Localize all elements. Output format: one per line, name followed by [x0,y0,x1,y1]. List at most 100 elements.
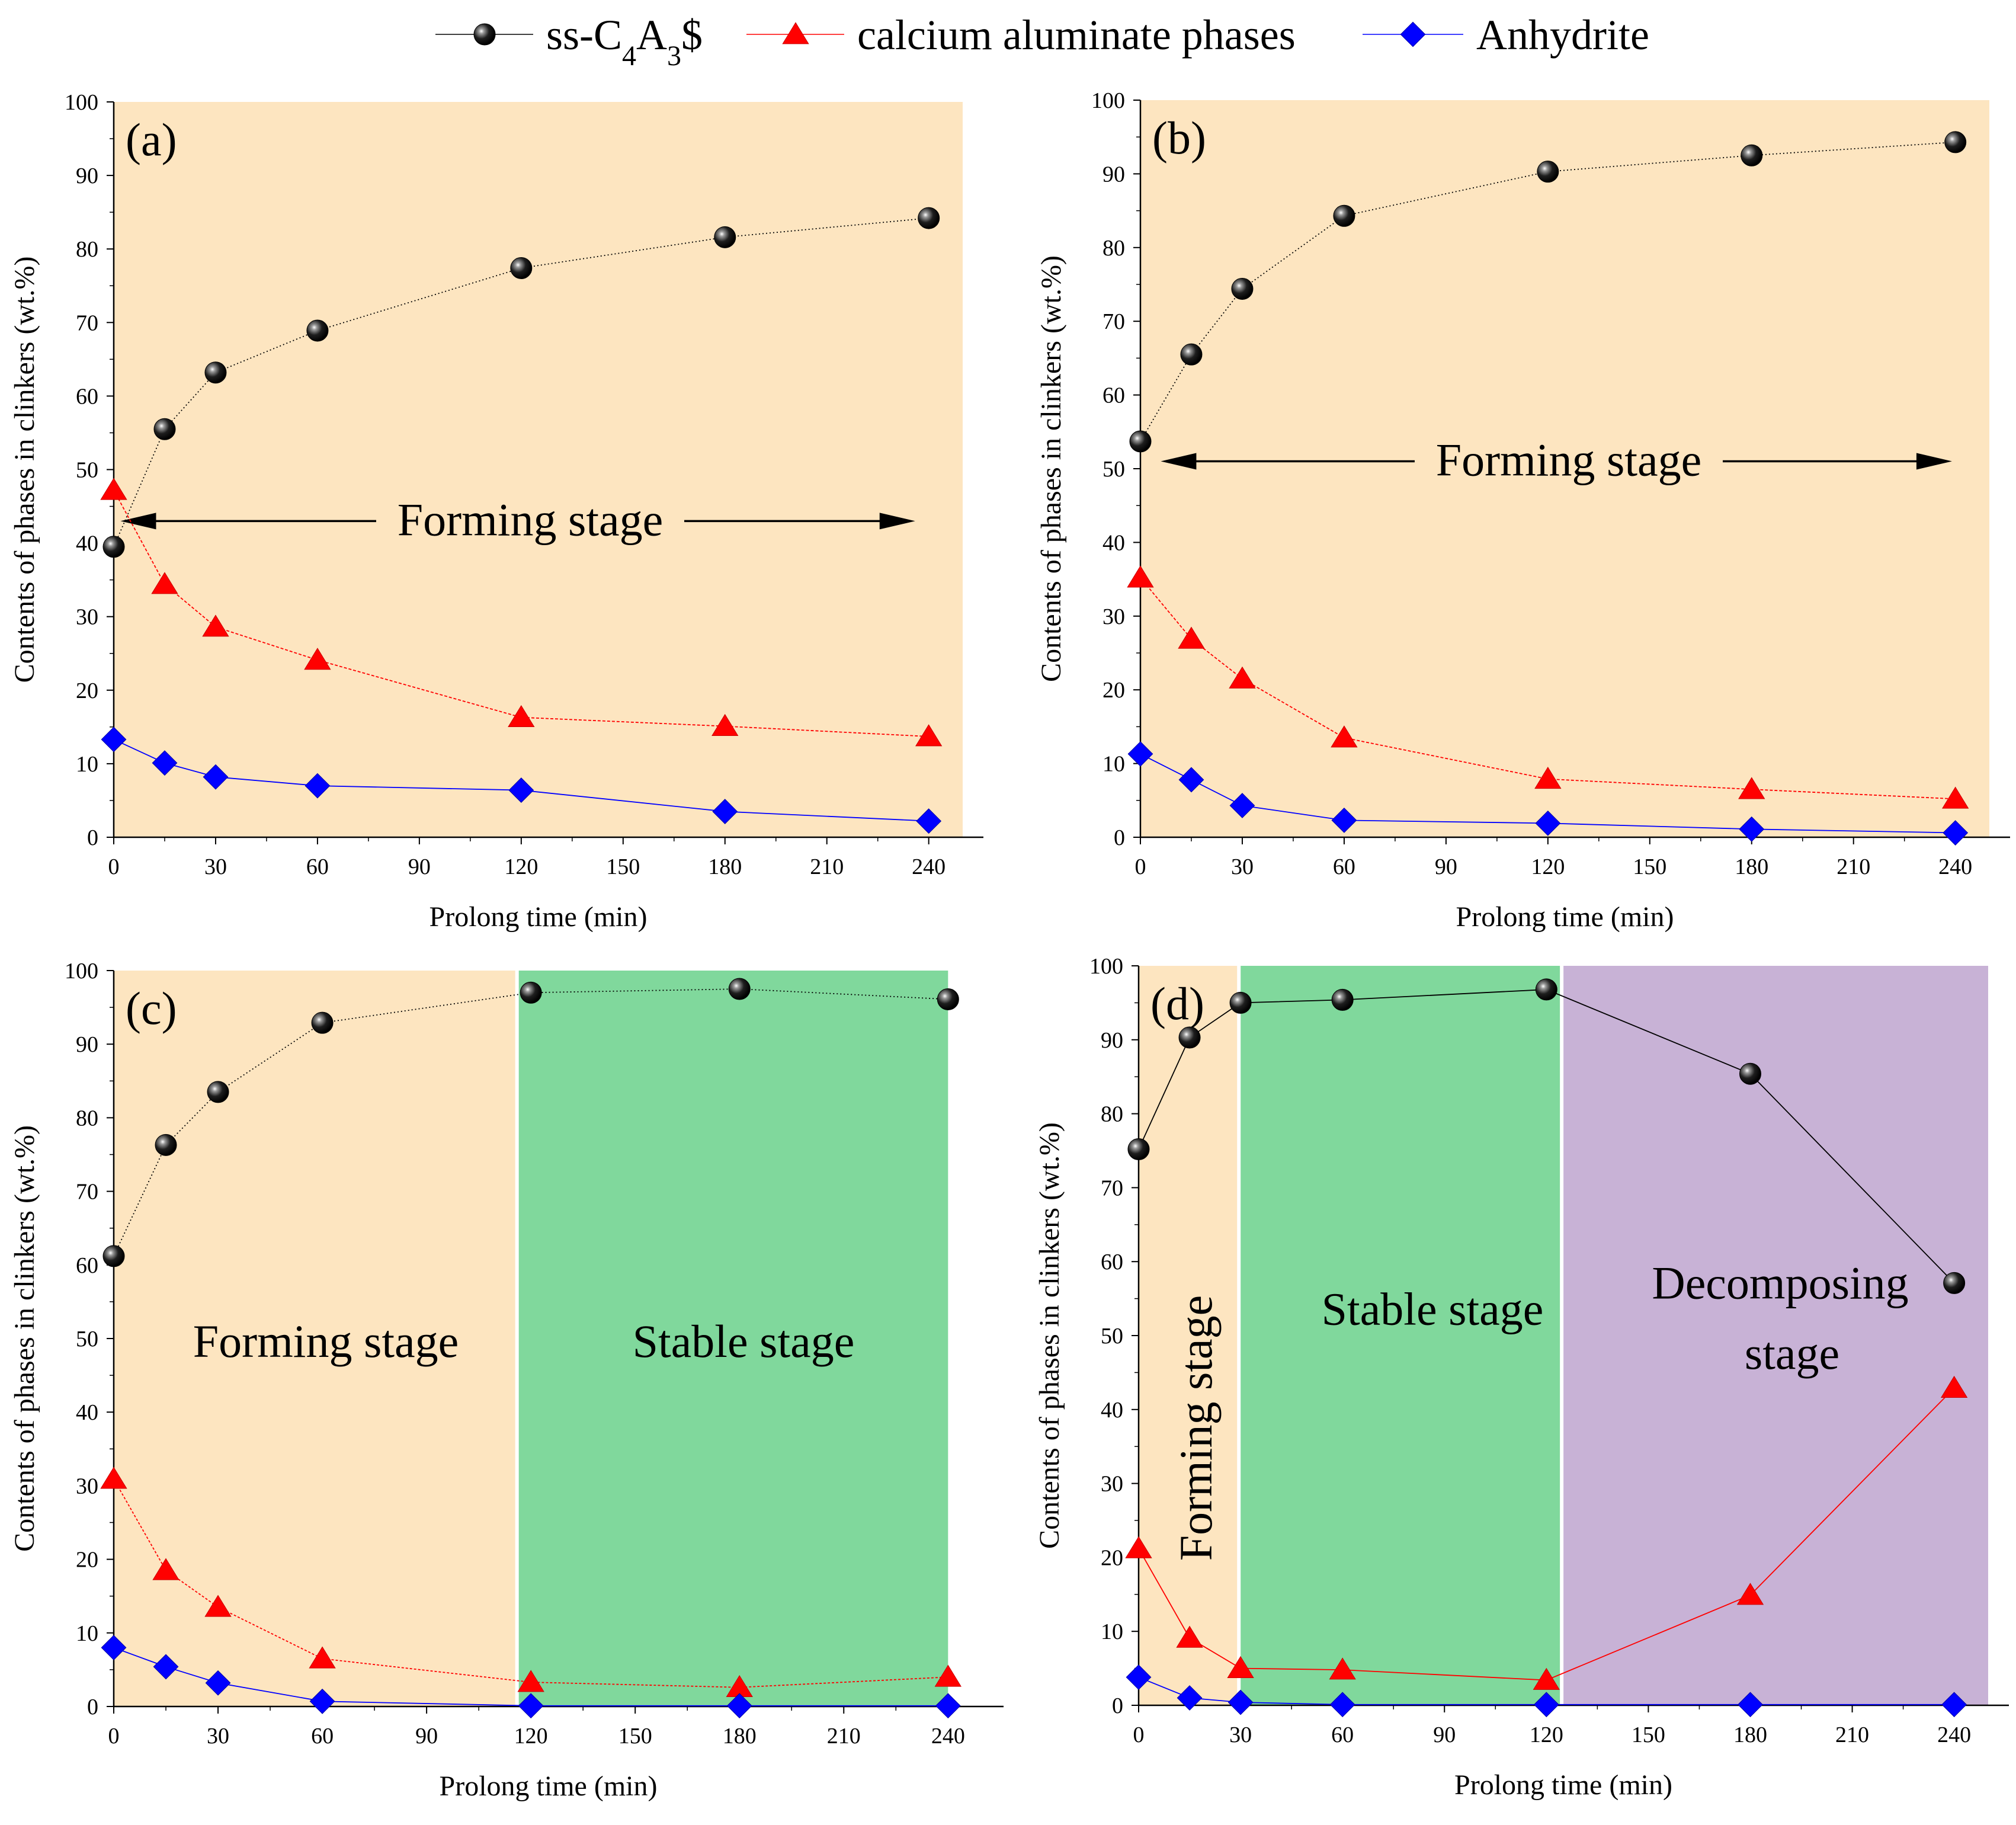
stage-arrow-head [1161,453,1197,470]
data-point [1125,1536,1152,1558]
data-point [304,648,331,670]
data-point [935,1693,961,1719]
stage-background [1140,100,1989,837]
y-tick-label: 70 [76,1180,98,1205]
y-tick-label: 50 [1102,457,1125,482]
x-tick-label: 60 [1333,854,1355,879]
data-point [726,1693,752,1719]
x-tick-label: 90 [408,854,431,879]
y-tick-label: 80 [1101,1102,1123,1127]
data-point [714,226,736,248]
y-tick-label: 30 [76,605,98,630]
x-tick-label: 240 [1938,854,1972,879]
y-tick-label: 50 [1101,1324,1123,1349]
y-tick-label: 100 [65,90,98,115]
y-tick-label: 70 [1102,309,1125,334]
data-point [152,750,178,776]
y-tick-label: 100 [1089,954,1123,979]
data-point [1739,1062,1761,1085]
data-point [1943,820,1969,846]
x-tick-label: 30 [1229,1722,1252,1747]
y-axis-label: Contents of phases in clinkers (wt.%) [9,1125,40,1552]
y-tick-label: 20 [76,1548,98,1573]
data-point [1331,725,1358,748]
data-point [1333,204,1355,227]
data-point [934,1664,961,1687]
data-point [202,614,229,637]
chart-panels: 0 10 20 30 40 50 60 70 80 90 100 0 30 60 90 120 150 180 21… [9,88,2010,1802]
stage-label: Forming stage [398,494,663,545]
data-point [1533,1667,1560,1690]
data-point [937,988,959,1010]
data-point [510,257,533,279]
y-tick-label: 40 [1101,1398,1123,1423]
data-point [204,1595,232,1617]
data-point [1129,430,1152,453]
stage-background [517,971,948,1706]
y-tick-label: 40 [76,532,98,556]
y-tick-label: 30 [1102,604,1125,629]
data-point [1739,816,1765,842]
chart-panel: 0 10 20 30 40 50 60 70 80 90 100 0 30 60 90 120 150 180 21… [9,90,983,933]
data-point [1127,1138,1150,1161]
x-tick-label: 150 [1633,854,1666,879]
data-point [1177,1685,1203,1711]
data-point [1180,343,1203,366]
y-tick-label: 0 [1114,825,1125,850]
panel-label: (c) [126,982,177,1034]
data-point [1941,1692,1967,1718]
data-point [1127,565,1154,588]
x-tick-label: 150 [1632,1722,1665,1747]
stage-background [1139,966,1239,1705]
x-axis-label: Prolong time (min) [430,901,648,933]
data-point [1741,144,1763,167]
data-point [101,1635,127,1661]
chart-panel: 0 10 20 30 40 50 60 70 80 90 100 0 30 60 90 120 150 180 21… [1034,954,2009,1801]
stage-background [1562,966,1988,1705]
data-point [153,418,176,440]
y-axis-label: Contents of phases in clinkers (wt.%) [9,257,40,683]
x-axis-label: Prolong time (min) [1454,1769,1672,1801]
y-tick-label: 90 [76,1032,98,1057]
x-tick-label: 210 [1836,854,1870,879]
y-tick-label: 80 [76,237,98,262]
y-tick-label: 10 [76,752,98,777]
x-tick-label: 180 [708,854,742,879]
data-point [309,1688,335,1714]
data-point [102,536,125,558]
x-tick-label: 90 [1435,854,1457,879]
stage-background [1239,966,1562,1705]
legend: ss-C4A3$ calcium aluminate phases Anhydrit… [435,11,1649,72]
y-tick-label: 100 [65,959,98,984]
chart-panel: 0 10 20 30 40 50 60 70 80 90 100 0 30 60 90 120 150 180 21… [9,959,1004,1802]
data-point [508,705,535,728]
y-tick-label: 10 [1102,752,1125,777]
y-tick-label: 40 [1102,530,1125,555]
y-tick-label: 50 [76,458,98,483]
x-axis-label: Prolong time (min) [440,1770,658,1802]
x-tick-label: 0 [1135,854,1146,879]
data-point [1940,1375,1968,1398]
data-point [1178,626,1205,649]
y-tick-label: 50 [76,1327,98,1352]
data-point [305,773,331,799]
data-point [1944,131,1967,153]
y-tick-label: 20 [1102,678,1125,703]
data-point [1229,991,1252,1014]
y-tick-label: 70 [76,310,98,335]
data-point [1127,741,1153,767]
x-tick-label: 120 [504,854,538,879]
data-point [101,726,127,753]
x-tick-label: 60 [311,1724,334,1749]
data-point [1534,766,1562,789]
stage-label: Forming stage [193,1315,459,1367]
data-point [100,1467,127,1489]
stage-label: stage [1745,1327,1839,1379]
y-tick-label: 90 [1101,1028,1123,1053]
x-tick-label: 30 [207,1724,229,1749]
data-point [711,713,739,736]
data-point [1736,1583,1764,1605]
y-tick-label: 60 [76,384,98,409]
panel-label: (b) [1152,112,1206,164]
data-point [916,808,942,834]
